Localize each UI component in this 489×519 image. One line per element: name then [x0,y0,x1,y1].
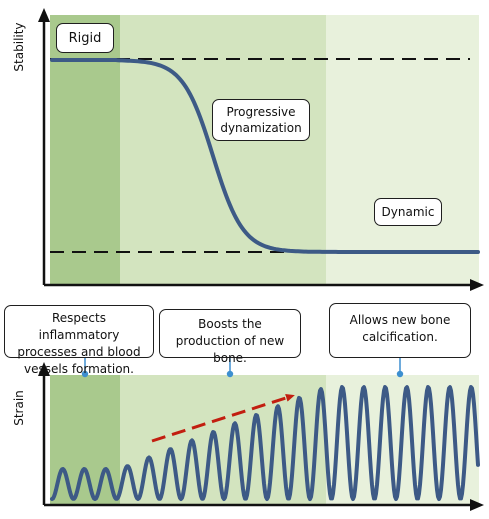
note1-connector-dot [81,370,89,378]
inflammatory-note: Respects inflammatory processes and bloo… [4,305,154,376]
bottom-y-axis-arrowhead [38,362,50,376]
strain-wave [50,385,480,501]
top-y-axis-arrowhead [38,8,50,22]
bone-calcification-note: Allows new bone calcification. [329,303,471,358]
rigid-phase-background [50,15,120,285]
stability-axis-title: Stability [12,22,26,72]
progressive-dynamization-label: Progressive dynamization [212,99,310,141]
note2-connector-dot [226,370,234,378]
bottom-rigid-phase-background [50,375,120,505]
strain-axis-title: Strain [12,390,26,426]
dynamic-label: Dynamic [374,198,442,226]
note3-connector-dot [396,370,404,378]
stability-curve [50,58,480,254]
top-x-axis-arrowhead [470,279,484,291]
dynamic-phase-background [326,15,479,285]
bone-production-note: Boosts the production of new bone. [159,309,301,365]
progressive-phase-background [120,15,326,285]
bottom-x-axis-arrowhead [470,499,484,511]
increasing-strain-arrow [151,394,295,443]
rigid-label: Rigid [56,23,114,53]
